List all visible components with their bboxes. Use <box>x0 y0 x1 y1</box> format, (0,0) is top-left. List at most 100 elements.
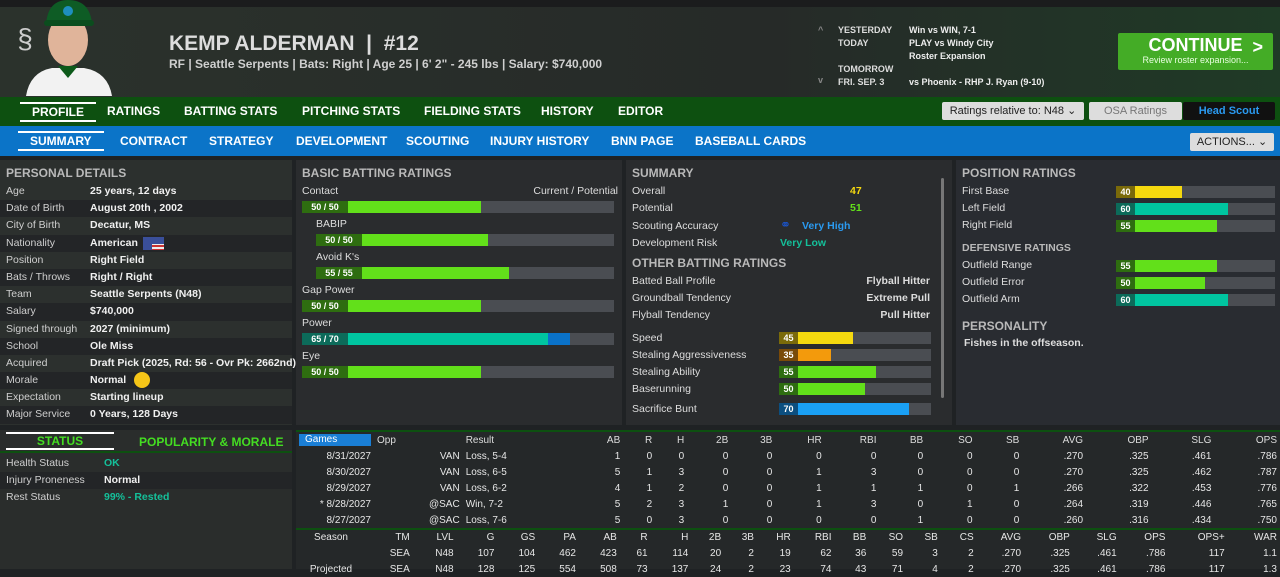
column-header[interactable]: RBI <box>814 532 832 543</box>
column-header[interactable]: 2B <box>708 532 722 543</box>
rating-value: 35 <box>779 349 798 361</box>
osa-ratings-button[interactable]: OSA Ratings <box>1089 102 1182 120</box>
table-cell: 1 <box>646 482 653 494</box>
column-header[interactable]: R <box>640 532 648 543</box>
table-cell: 0 <box>1013 450 1020 462</box>
column-header[interactable]: 2B <box>716 434 729 446</box>
table-cell: 3 <box>870 498 877 510</box>
status-row: Injury Proneness Normal <box>0 472 292 490</box>
rating-bar: 55 <box>779 366 931 378</box>
column-header[interactable]: R <box>645 434 653 446</box>
column-header[interactable]: OBP <box>1127 434 1149 446</box>
subtab-injury-history[interactable]: INJURY HISTORY <box>490 134 590 148</box>
rating-value: 55 <box>1116 260 1135 272</box>
continue-button[interactable]: CONTINUE Review roster expansion... > <box>1118 33 1273 70</box>
column-header[interactable]: AVG <box>1000 532 1022 543</box>
actions-dropdown[interactable]: ACTIONS... ⌄ <box>1190 133 1274 151</box>
table-cell: .461 <box>1191 450 1212 462</box>
table-row[interactable]: * 8/28/2027 @SAC Win, 7-2 5 2 3 1 0 1 3 0 1 0 .264 .31… <box>296 496 1280 512</box>
column-header[interactable]: SLG <box>1096 532 1117 543</box>
table-cell: 1.3 <box>1263 563 1277 575</box>
subtab-scouting[interactable]: SCOUTING <box>406 134 470 148</box>
chevron-up-icon[interactable]: ^ <box>818 25 824 35</box>
column-header[interactable]: HR <box>776 532 791 543</box>
subtab-strategy[interactable]: STRATEGY <box>209 134 274 148</box>
table-row[interactable]: 8/29/2027 VAN Loss, 6-2 4 1 2 0 0 1 1 1 0 1 .266 .322.… <box>296 480 1280 496</box>
status-row: Rest Status 99% - Rested <box>0 489 292 506</box>
column-header[interactable]: OPS+ <box>1197 532 1225 543</box>
column-header[interactable]: SB <box>1005 434 1020 446</box>
detail-label: City of Birth <box>6 219 61 232</box>
column-header[interactable]: BB <box>852 532 867 543</box>
table-cell: .786 <box>1145 547 1166 559</box>
personal-details-panel: PERSONAL DETAILS Age 25 years, 12 days Dat… <box>0 160 296 425</box>
table-row[interactable]: 8/30/2027 VAN Loss, 6-5 5 1 3 0 0 1 3 0 0 0 .270 .325.… <box>296 464 1280 480</box>
column-header[interactable]: AB <box>606 434 621 446</box>
column-header[interactable]: OPS <box>1255 434 1277 446</box>
subtab-development[interactable]: DEVELOPMENT <box>296 134 388 148</box>
tab-status[interactable]: STATUS <box>6 432 114 450</box>
table-row[interactable]: 8/31/2027 VAN Loss, 5-4 1 0 0 0 0 0 0 0 0 0 .270 .325.… <box>296 448 1280 464</box>
table-cell: .462 <box>1191 466 1212 478</box>
column-header[interactable]: SLG <box>1191 434 1212 446</box>
column-header[interactable]: AVG <box>1062 434 1084 446</box>
head-scout-button[interactable]: Head Scout <box>1183 102 1275 120</box>
tab-pitching-stats[interactable]: PITCHING STATS <box>302 104 401 118</box>
column-header[interactable]: SO <box>888 532 904 543</box>
column-header[interactable]: TM <box>395 532 410 543</box>
subtab-bnn-page[interactable]: BNN PAGE <box>611 134 674 148</box>
column-header[interactable]: OBP <box>1048 532 1070 543</box>
scrollbar[interactable] <box>940 164 946 420</box>
tab-fielding-stats[interactable]: FIELDING STATS <box>424 104 521 118</box>
tab-popularity-morale[interactable]: POPULARITY & MORALE <box>139 435 284 449</box>
column-header[interactable]: BB <box>909 434 924 446</box>
column-header[interactable]: SO <box>958 434 973 446</box>
column-header[interactable]: WAR <box>1254 532 1277 543</box>
chevron-down-icon[interactable]: v <box>818 75 824 85</box>
table-cell: .270 <box>1063 466 1084 478</box>
column-header[interactable]: H <box>676 434 685 446</box>
current-fill <box>348 201 481 213</box>
column-header[interactable]: H <box>681 532 689 543</box>
tab-ratings[interactable]: RATINGS <box>107 104 161 118</box>
column-header[interactable]: PA <box>563 532 576 543</box>
column-header[interactable]: 3B <box>741 532 754 543</box>
column-header[interactable]: G <box>486 532 495 543</box>
table-cell: 1 <box>722 498 729 510</box>
tab-history[interactable]: HISTORY <box>541 104 594 118</box>
player-name: KEMP ALDERMAN | #12 <box>169 32 419 55</box>
tab-editor[interactable]: EDITOR <box>618 104 664 118</box>
column-header[interactable]: Opp <box>377 434 396 446</box>
column-header[interactable]: HR <box>807 434 822 446</box>
column-header[interactable]: GS <box>520 532 536 543</box>
subtab-summary[interactable]: SUMMARY <box>18 131 104 151</box>
detail-label: Morale <box>6 374 39 387</box>
subtab-baseball-cards[interactable]: BASEBALL CARDS <box>695 134 807 148</box>
games-dropdown[interactable]: Games <box>296 432 374 448</box>
binoculars-icon: ⚭ <box>780 217 791 232</box>
column-header[interactable]: OPS <box>1144 532 1166 543</box>
schedule-event: vs Phoenix - RHP J. Ryan (9-10) <box>909 77 1045 87</box>
column-header[interactable]: LVL <box>436 532 454 543</box>
detail-value: Right Field <box>90 253 145 266</box>
subtab-contract[interactable]: CONTRACT <box>120 134 188 148</box>
ratings-relative-dropdown[interactable]: Ratings relative to: N48 ⌄ <box>942 102 1084 120</box>
detail-value: Draft Pick (2025, Rd: 56 - Ovr Pk: 2662n… <box>90 356 296 369</box>
table-cell: 4 <box>932 563 938 575</box>
column-header[interactable]: CS <box>959 532 974 543</box>
table-cell: 4 <box>614 482 621 494</box>
tab-profile[interactable]: PROFILE <box>20 102 97 122</box>
table-cell: 62 <box>820 547 832 559</box>
batting-rating-label: Power <box>302 317 332 329</box>
column-header[interactable]: Result <box>465 434 495 446</box>
column-header[interactable]: 3B <box>760 434 773 446</box>
table-cell: .453 <box>1191 482 1212 494</box>
table-row[interactable]: 8/27/2027 @SAC Loss, 7-6 5 0 3 0 0 0 0 1 0 0 .260 .316… <box>296 512 1280 528</box>
rating-value: 55 <box>1116 220 1135 232</box>
column-header[interactable]: RBI <box>859 434 877 446</box>
tab-batting-stats[interactable]: BATTING STATS <box>184 104 278 118</box>
column-header[interactable]: Season <box>314 532 348 543</box>
table-cell: VAN <box>439 466 460 478</box>
column-header[interactable]: SB <box>924 532 938 543</box>
column-header[interactable]: AB <box>603 532 617 543</box>
